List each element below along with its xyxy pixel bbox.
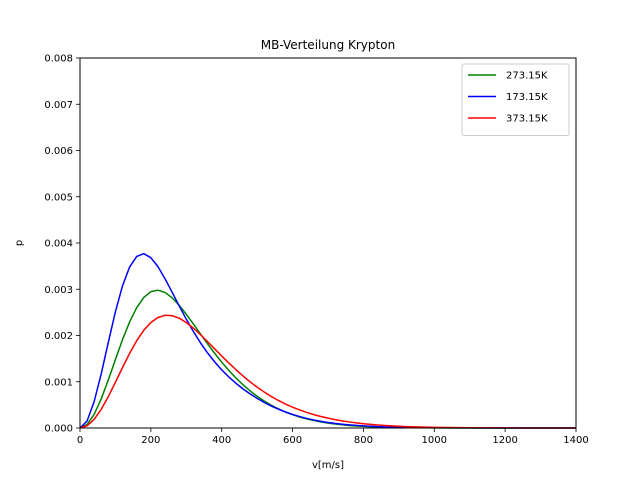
y-tick-label: 0.001 xyxy=(44,377,73,388)
chart-title: MB-Verteilung Krypton xyxy=(261,38,395,52)
legend-label-2: 373.15K xyxy=(506,114,548,125)
x-tick-label: 200 xyxy=(141,435,160,446)
x-tick-label: 1200 xyxy=(492,435,517,446)
x-tick-label: 400 xyxy=(212,435,231,446)
y-tick-label: 0.008 xyxy=(44,54,73,65)
x-tick-label: 1000 xyxy=(422,435,447,446)
y-axis-label: p xyxy=(14,240,25,246)
x-tick-label: 800 xyxy=(354,435,373,446)
legend-label-1: 173.15K xyxy=(506,92,548,103)
series-line-2 xyxy=(79,314,577,429)
legend: 273.15K 173.15K 373.15K xyxy=(461,63,570,136)
x-axis: 0 200 400 600 800 1000 1200 1400 xyxy=(77,428,589,446)
series-layer xyxy=(79,252,577,429)
y-axis: 0.000 0.001 0.002 0.003 0.004 0.005 0.006 0.007… xyxy=(44,54,80,435)
x-tick-label: 0 xyxy=(77,435,83,446)
series-line-1 xyxy=(79,252,576,429)
y-tick-label: 0.005 xyxy=(44,192,73,203)
x-axis-label: v[m/s] xyxy=(312,460,344,471)
x-tick-label: 1400 xyxy=(563,435,588,446)
x-tick-label: 600 xyxy=(283,435,302,446)
legend-label-0: 273.15K xyxy=(506,71,548,82)
y-tick-label: 0.007 xyxy=(44,100,73,111)
y-tick-label: 0.006 xyxy=(44,146,73,157)
y-tick-label: 0.002 xyxy=(44,331,73,342)
y-tick-label: 0.004 xyxy=(44,239,73,250)
y-tick-label: 0.000 xyxy=(44,424,73,435)
y-tick-label: 0.003 xyxy=(44,285,73,296)
